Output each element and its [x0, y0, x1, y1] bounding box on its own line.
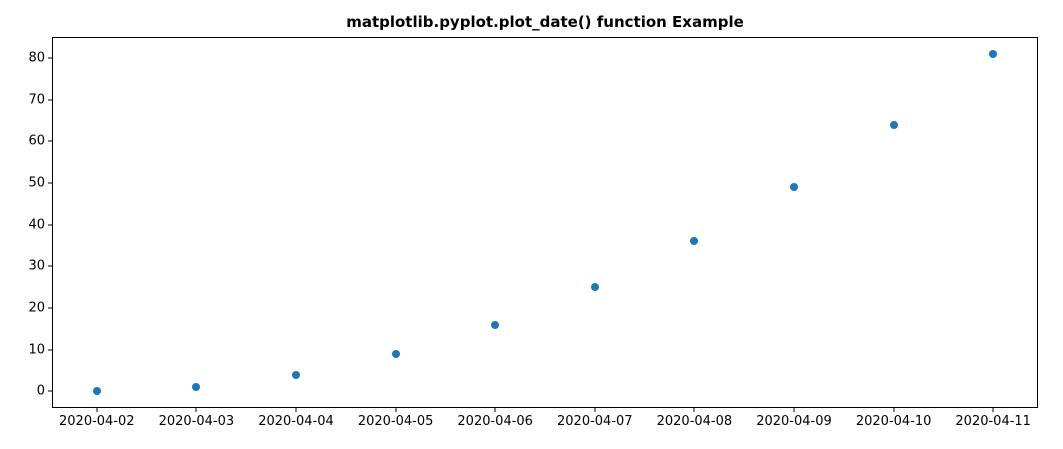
data-point	[989, 49, 998, 58]
data-point	[292, 370, 300, 379]
y-tick-mark	[48, 140, 52, 142]
plot-area	[52, 37, 1038, 408]
x-tick-label: 2020-04-07	[557, 414, 633, 429]
y-tick-label: 50	[28, 175, 45, 191]
data-point	[391, 349, 400, 358]
x-tick-label: 2020-04-10	[855, 414, 932, 429]
y-tick-mark	[48, 265, 52, 267]
y-tick-mark	[48, 349, 52, 350]
x-tick-mark	[693, 408, 695, 412]
y-tick-label: 30	[28, 258, 45, 274]
y-tick-mark	[48, 307, 52, 309]
y-tick-label: 40	[28, 217, 45, 233]
y-tick-mark	[48, 182, 52, 184]
y-tick-label: 0	[36, 383, 45, 399]
x-tick-mark	[395, 408, 397, 412]
x-tick-label: 2020-04-09	[756, 414, 832, 429]
x-tick-mark	[96, 408, 98, 412]
x-tick-label: 2020-04-11	[955, 414, 1031, 429]
x-tick-mark	[195, 408, 197, 412]
y-tick-label: 70	[28, 92, 45, 108]
data-point	[590, 283, 599, 291]
chart-title: matplotlib.pyplot.plot_date() function E…	[346, 13, 744, 31]
x-tick-label: 2020-04-04	[258, 414, 334, 429]
x-tick-label: 2020-04-05	[357, 414, 434, 429]
y-tick-label: 60	[28, 133, 45, 149]
data-point	[790, 183, 798, 192]
data-point	[491, 320, 500, 329]
x-tick-label: 2020-04-06	[457, 414, 533, 429]
y-tick-label: 10	[28, 342, 45, 357]
x-tick-mark	[295, 408, 297, 412]
data-point	[192, 383, 201, 391]
y-tick-mark	[48, 224, 52, 226]
x-tick-label: 2020-04-02	[59, 414, 135, 429]
x-tick-mark	[594, 408, 596, 412]
x-tick-mark	[494, 408, 496, 412]
x-tick-label: 2020-04-03	[158, 414, 235, 429]
y-tick-mark	[48, 57, 52, 59]
data-point	[92, 387, 101, 396]
y-tick-label: 80	[28, 50, 45, 66]
data-point	[889, 120, 898, 129]
y-tick-mark	[48, 390, 52, 392]
data-point	[690, 237, 699, 246]
x-tick-mark	[893, 408, 895, 412]
x-tick-mark	[793, 408, 795, 412]
y-tick-label: 20	[28, 300, 45, 316]
x-tick-label: 2020-04-08	[656, 414, 733, 429]
y-tick-mark	[48, 99, 52, 101]
x-tick-mark	[992, 408, 994, 412]
